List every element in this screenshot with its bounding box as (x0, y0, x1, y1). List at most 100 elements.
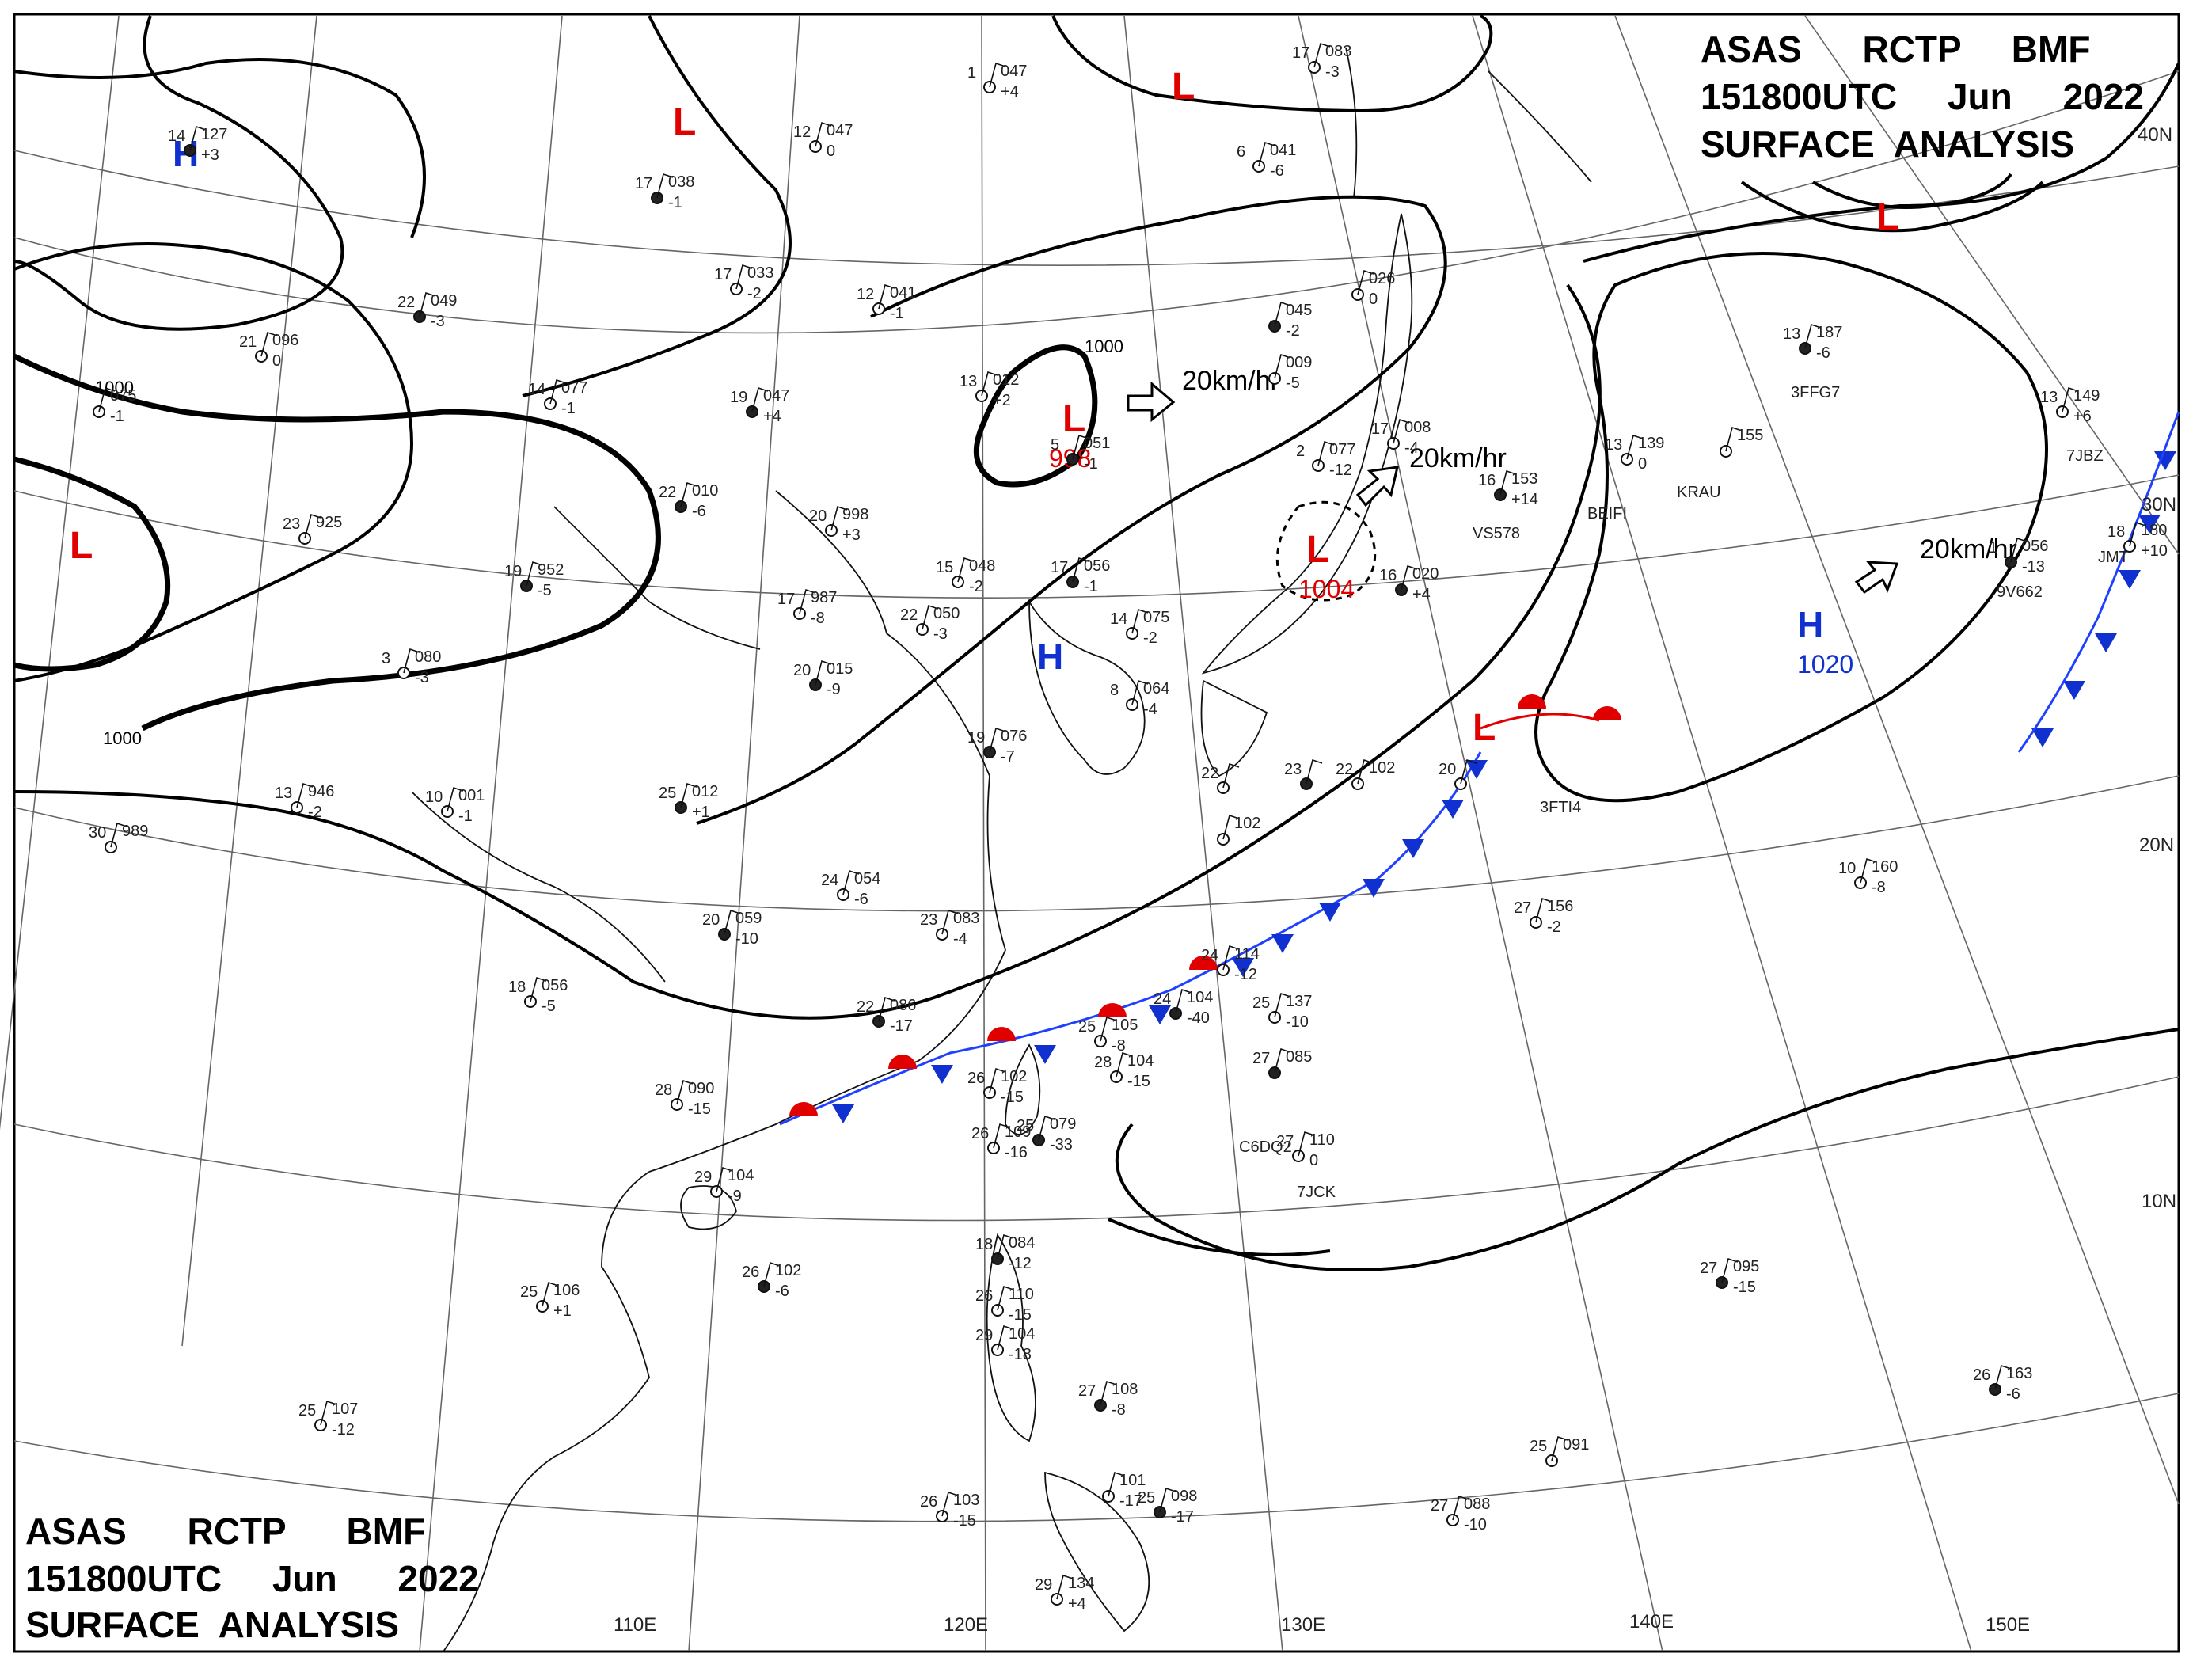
coastlines (411, 47, 1592, 1652)
station-temperature: 2 (1296, 443, 1305, 460)
station-tendency: -6 (775, 1283, 789, 1300)
station-plot: 25 105 -8 (1078, 1016, 1138, 1055)
ship-callsign: JMT (2098, 549, 2129, 566)
ship-callsign: 3FFG7 (1791, 384, 1840, 401)
station-plot: 27 108 -8 (1078, 1380, 1138, 1419)
station-plot: 17 056 -1 (1051, 557, 1110, 595)
station-pressure: 009 (1286, 354, 1312, 371)
ship-callsign: BEIFI (1587, 505, 1627, 523)
station-tendency: 0 (272, 352, 281, 370)
station-tendency: -1 (1084, 578, 1098, 595)
station-tendency: -9 (827, 681, 841, 698)
station-plot: 14 077 -1 (528, 378, 587, 417)
wind-barb-icon (1306, 758, 1323, 785)
station-tendency: -3 (431, 313, 445, 330)
station-temperature: 10 (425, 789, 443, 806)
station-tendency: 0 (1369, 291, 1378, 308)
station-temperature: 10 (1838, 860, 1856, 877)
movement-speed-label: 20km/hr (1920, 534, 2017, 564)
cold-front-triangle-icon (1442, 800, 1464, 819)
station-pressure: 153 (1511, 470, 1537, 488)
movement-arrows: 20km/hr 20km/hr 20km/hr (1127, 366, 2017, 595)
station-plot: 25 091 (1530, 1435, 1589, 1467)
latitude-label: 40N (2138, 124, 2172, 146)
cold-front-triangle-icon (1034, 1045, 1056, 1064)
station-temperature: 17 (1371, 420, 1389, 438)
station-pressure: 041 (1270, 142, 1296, 159)
station-pressure: 098 (1171, 1488, 1197, 1505)
station-pressure: 114 (1234, 945, 1260, 963)
station-temperature: 25 (1078, 1018, 1096, 1036)
station-temperature: 25 (1017, 1117, 1034, 1135)
station-pressure: 104 (1127, 1052, 1154, 1070)
station-pressure: 163 (2006, 1365, 2032, 1382)
station-plot: 18 084 -12 (975, 1233, 1035, 1272)
warm-front-semicircle-icon (888, 1055, 917, 1069)
station-tendency: -12 (332, 1421, 355, 1439)
wind-barb-icon (1159, 1487, 1176, 1513)
station-pressure: 047 (827, 122, 853, 139)
station-temperature: 15 (936, 559, 953, 576)
station-plot: 17 038 -1 (635, 173, 694, 211)
longitude-label: 140E (1629, 1611, 1674, 1632)
station-temperature: 13 (275, 785, 292, 802)
station-pressure: 076 (1001, 728, 1027, 745)
station-temperature: 28 (655, 1081, 672, 1099)
low-pressure-symbol: L (70, 525, 93, 567)
station-plot: 009-5 (1268, 353, 1312, 392)
station-temperature: 18 (2107, 523, 2125, 541)
wind-barb-icon (110, 822, 127, 848)
station-plot: 6 041 -6 (1237, 141, 1296, 180)
station-plot: 26 109 -16 (971, 1123, 1031, 1161)
warm-front-semicircle-icon (987, 1027, 1016, 1041)
station-pressure: 106 (553, 1282, 580, 1299)
station-tendency: -2 (1143, 629, 1157, 647)
wind-barb-icon (1551, 1435, 1568, 1461)
station-temperature: 26 (920, 1493, 937, 1511)
station-tendency: -10 (735, 930, 758, 948)
wind-barb-icon (403, 648, 420, 674)
station-tendency: -1 (458, 808, 473, 825)
wind-barb-icon (1452, 1495, 1469, 1521)
wind-barb-icon (1108, 1471, 1125, 1497)
station-pressure: 989 (122, 823, 148, 840)
station-plot: 13 012 +2 (960, 371, 1019, 409)
movement-arrow-icon (1854, 561, 1899, 595)
station-temperature: 13 (2040, 389, 2058, 406)
low-pressure-symbol: L (1876, 196, 1899, 238)
isobar-label: 1000 (103, 728, 142, 748)
station-plot: 17 083 -3 (1292, 42, 1351, 81)
wind-barb-icon (878, 996, 895, 1022)
station-tendency: -8 (1112, 1037, 1126, 1055)
station-temperature: 20 (809, 507, 827, 525)
station-plot: 30 989 (89, 822, 148, 853)
station-plot: 27 095 -15 (1700, 1257, 1759, 1296)
wind-barb-icon (1393, 418, 1410, 444)
station-temperature: 26 (975, 1287, 993, 1305)
station-pressure: 090 (688, 1080, 714, 1097)
station-temperature: 14 (168, 127, 185, 145)
station-plot: 10 160 -8 (1838, 857, 1898, 896)
cold-front-triangle-icon (1465, 760, 1488, 779)
station-tendency: +1 (553, 1302, 572, 1320)
station-tendency: -12 (1009, 1255, 1032, 1272)
station-temperature: 27 (1252, 1050, 1270, 1067)
station-tendency: -1 (1084, 455, 1098, 473)
station-tendency: -2 (308, 804, 322, 821)
station-plot: 102 (1217, 814, 1260, 846)
station-tendency: +3 (201, 146, 219, 164)
warm-front-line (1480, 713, 1600, 730)
wind-barb-icon (830, 505, 848, 531)
station-tendency: -17 (890, 1017, 913, 1035)
station-pressure: 946 (308, 783, 334, 800)
station-plot: 075-1 (93, 386, 136, 425)
station-plot: 29 104 -9 (694, 1166, 754, 1205)
station-tendency: -2 (747, 285, 762, 302)
station-plot: 1 047 +4 (967, 62, 1027, 101)
station-plot: 13 187 -6 (1783, 323, 1842, 362)
station-plot: 26 102 -15 (967, 1067, 1027, 1106)
station-temperature: 26 (742, 1264, 759, 1281)
station-plot: 28 104 -15 (1094, 1051, 1154, 1090)
station-plot: 27 085 (1252, 1047, 1312, 1079)
